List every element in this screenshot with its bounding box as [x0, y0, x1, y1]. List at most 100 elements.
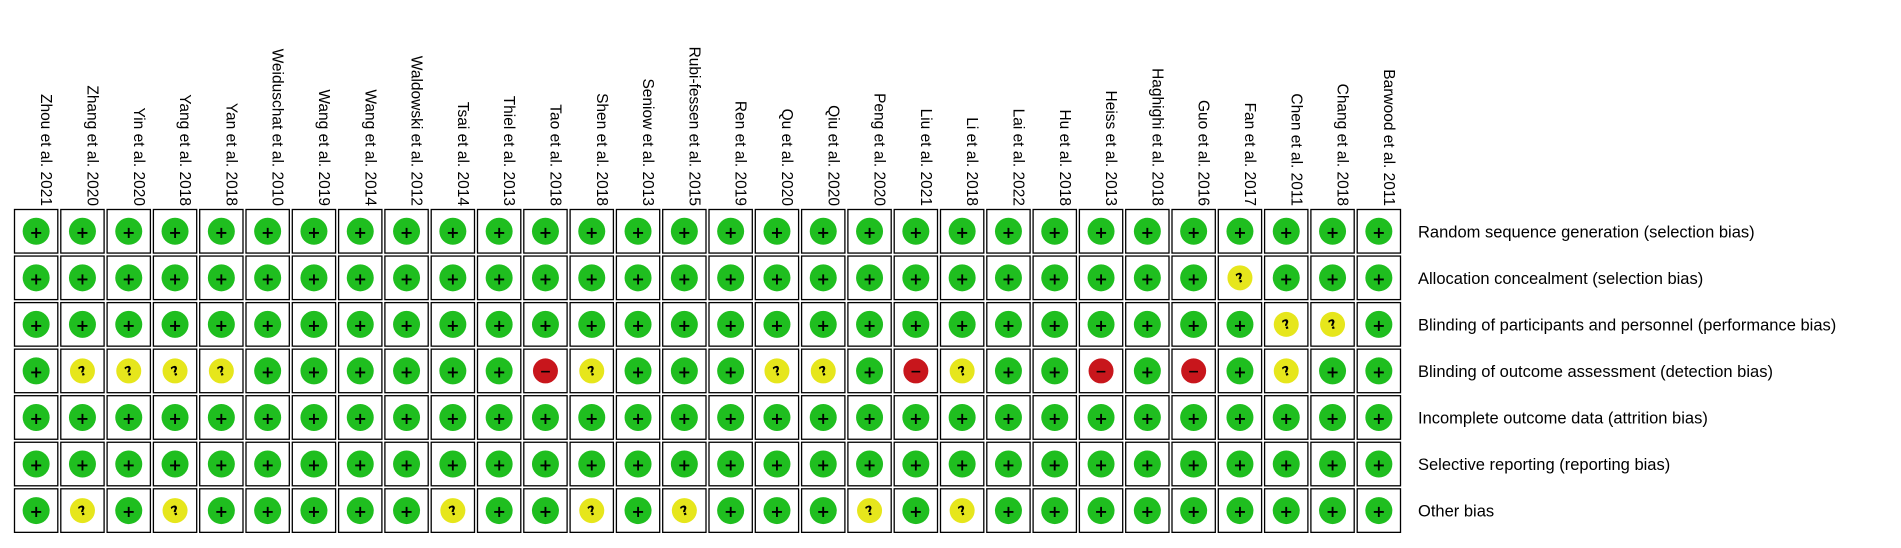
low-risk-marker: [1133, 450, 1161, 478]
marker-symbol: +: [863, 409, 876, 428]
low-risk-marker: [346, 217, 374, 245]
marker-symbol: +: [1187, 316, 1200, 335]
marker-symbol: +: [29, 409, 42, 428]
marker-symbol: +: [631, 223, 644, 242]
low-risk-marker: [1319, 264, 1347, 292]
domain-label: Blinding of outcome assessment (detectio…: [1418, 363, 1773, 381]
marker-symbol: +: [817, 269, 830, 288]
low-risk-marker: [22, 403, 50, 431]
marker-symbol: +: [446, 223, 459, 242]
low-risk-marker: [22, 310, 50, 338]
low-risk-marker: [485, 403, 513, 431]
unclear-risk-marker: [69, 358, 95, 384]
marker-symbol: +: [770, 456, 783, 475]
marker-symbol: +: [1048, 269, 1061, 288]
low-risk-marker: [763, 264, 791, 292]
grid-cell: [60, 208, 105, 254]
low-risk-marker: [624, 217, 652, 245]
marker-symbol: +: [307, 316, 320, 335]
domain-label: Blinding of participants and personnel (…: [1418, 316, 1836, 334]
marker-symbol: +: [539, 409, 552, 428]
low-risk-marker: [1087, 450, 1115, 478]
marker-symbol: +: [29, 502, 42, 521]
unclear-risk-marker: [1273, 358, 1299, 384]
marker-symbol: +: [215, 269, 228, 288]
marker-symbol: +: [307, 362, 320, 381]
low-risk-marker: [1041, 403, 1069, 431]
grid-cell: [476, 441, 522, 487]
low-risk-marker: [1226, 310, 1254, 338]
marker-symbol: +: [400, 316, 413, 335]
study-label: Yang et al. 2018: [176, 94, 193, 206]
domain-label: Selective reporting (reporting bias): [1418, 456, 1670, 474]
low-risk-marker: [994, 497, 1022, 525]
low-risk-marker: [68, 264, 96, 292]
marker-symbol: +: [863, 269, 876, 288]
low-risk-marker: [531, 217, 559, 245]
low-risk-marker: [254, 497, 282, 525]
marker-symbol: +: [539, 456, 552, 475]
unclear-risk-marker: [857, 498, 883, 524]
marker-symbol: +: [1141, 502, 1154, 521]
marker-symbol: +: [400, 362, 413, 381]
marker-symbol: +: [215, 502, 228, 521]
low-risk-marker: [763, 217, 791, 245]
marker-symbol: +: [770, 316, 783, 335]
low-risk-marker: [1365, 450, 1393, 478]
low-risk-marker: [1133, 357, 1161, 385]
marker-symbol: +: [909, 456, 922, 475]
marker-symbol: +: [631, 409, 644, 428]
low-risk-marker: [346, 403, 374, 431]
low-risk-marker: [624, 357, 652, 385]
marker-symbol: +: [585, 456, 598, 475]
unclear-risk-marker: [162, 498, 188, 524]
marker-symbol: +: [1141, 362, 1154, 381]
marker-symbol: +: [29, 456, 42, 475]
low-risk-marker: [1041, 310, 1069, 338]
marker-symbol: +: [539, 316, 552, 335]
marker-symbol: +: [955, 269, 968, 288]
low-risk-marker: [439, 310, 467, 338]
grid-cell: [523, 208, 568, 254]
marker-symbol: +: [354, 269, 367, 288]
marker-symbol: +: [307, 409, 320, 428]
low-risk-marker: [809, 497, 837, 525]
grid-cell: [1125, 301, 1170, 347]
marker-symbol: +: [631, 269, 644, 288]
grid-cell: [523, 441, 568, 487]
low-risk-marker: [856, 217, 884, 245]
marker-symbol: +: [678, 269, 691, 288]
marker-symbol: +: [955, 409, 968, 428]
low-risk-marker: [856, 357, 884, 385]
marker-symbol: +: [909, 316, 922, 335]
low-risk-marker: [115, 310, 143, 338]
marker-symbol: +: [817, 409, 830, 428]
study-label: Haghighi et al. 2018: [1148, 68, 1165, 206]
low-risk-marker: [578, 310, 606, 338]
unclear-risk-marker: [116, 358, 142, 384]
low-risk-marker: [207, 497, 235, 525]
study-label: Chang et al. 2018: [1334, 84, 1351, 206]
unclear-risk-marker: [1273, 311, 1299, 337]
study-label: Thiel et al. 2013: [500, 96, 517, 206]
low-risk-marker: [1180, 310, 1208, 338]
marker-symbol: +: [168, 223, 181, 242]
low-risk-marker: [856, 403, 884, 431]
low-risk-marker: [717, 497, 745, 525]
grid-cell: [1125, 208, 1170, 254]
grid-cell: [847, 441, 892, 487]
low-risk-marker: [856, 264, 884, 292]
study-label: Liu et al. 2021: [917, 109, 934, 206]
study-labels: Zhou et al. 2021 Zhang et al. 2020 Yin et …: [37, 47, 1397, 207]
marker-symbol: +: [1326, 409, 1339, 428]
low-risk-marker: [485, 357, 513, 385]
marker-symbol: −: [1188, 364, 1200, 380]
low-risk-marker: [994, 217, 1022, 245]
low-risk-marker: [68, 310, 96, 338]
low-risk-marker: [670, 357, 698, 385]
low-risk-marker: [994, 310, 1022, 338]
low-risk-marker: [207, 450, 235, 478]
low-risk-marker: [207, 310, 235, 338]
low-risk-marker: [624, 310, 652, 338]
grid-cell: [199, 395, 244, 440]
